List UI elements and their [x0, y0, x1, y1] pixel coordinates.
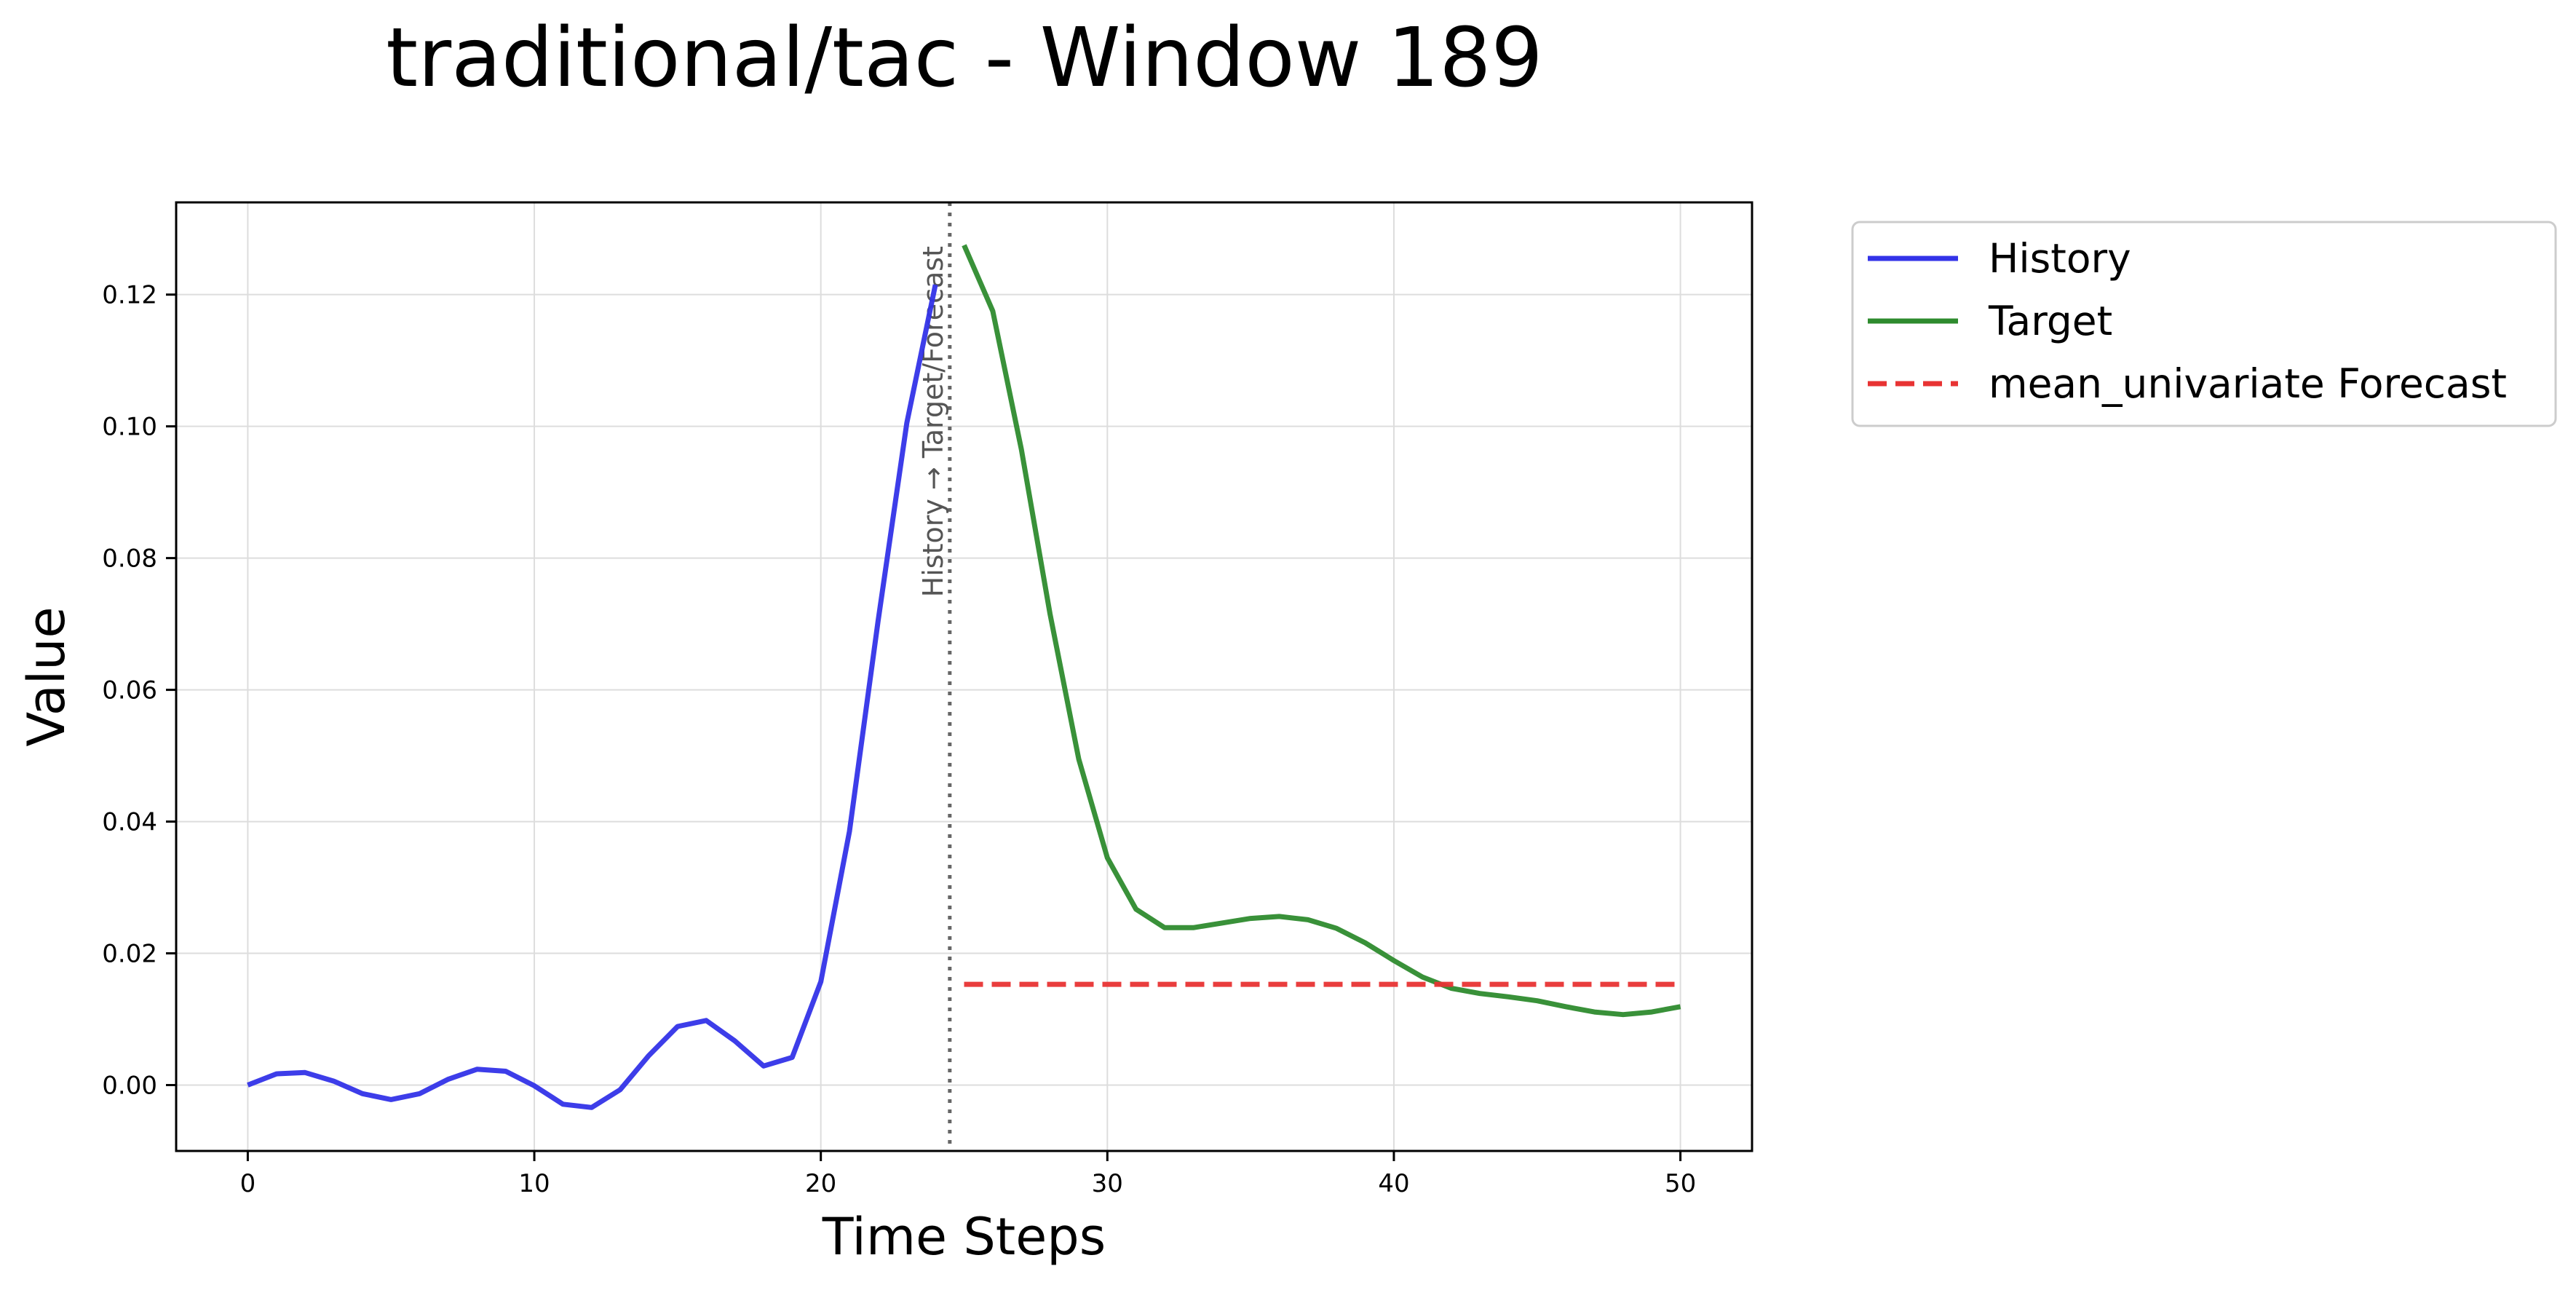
y-tick-label: 0.08: [102, 545, 157, 574]
axis-ticks: 0 10 20 30 40 50 0.00 0.02 0.04 0.06 0.08 0.10 0.12: [102, 281, 1696, 1198]
legend-label-history: History: [1989, 235, 2131, 282]
x-tick-label: 40: [1378, 1169, 1409, 1198]
x-axis-title: Time Steps: [822, 1207, 1106, 1267]
target-line: [962, 244, 1681, 1018]
history-line: [247, 284, 938, 1110]
y-tick-label: 0.10: [102, 413, 157, 442]
legend-label-target: Target: [1988, 298, 2112, 344]
y-axis-title: Value: [17, 606, 76, 746]
grid: [176, 202, 1752, 1151]
legend: History Target mean_univariate Forecast: [1851, 221, 2557, 427]
x-tick-label: 0: [240, 1169, 256, 1198]
x-tick-label: 30: [1092, 1169, 1123, 1198]
y-tick-label: 0.02: [102, 940, 157, 969]
y-tick-label: 0.04: [102, 808, 157, 837]
series-lines: [247, 244, 1681, 1110]
plot-frame: [175, 201, 1753, 1152]
chart-title: traditional/tac - Window 189: [386, 11, 1543, 106]
y-tick-label: 0.12: [102, 281, 157, 310]
legend-label-mean-univariate-forecast: mean_univariate Forecast: [1989, 360, 2507, 407]
x-tick-label: 10: [518, 1169, 550, 1198]
x-tick-label: 50: [1665, 1169, 1696, 1198]
y-tick-label: 0.06: [102, 676, 157, 705]
x-tick-label: 20: [805, 1169, 836, 1198]
legend-box: [1851, 221, 2557, 427]
y-tick-label: 0.00: [102, 1072, 157, 1101]
